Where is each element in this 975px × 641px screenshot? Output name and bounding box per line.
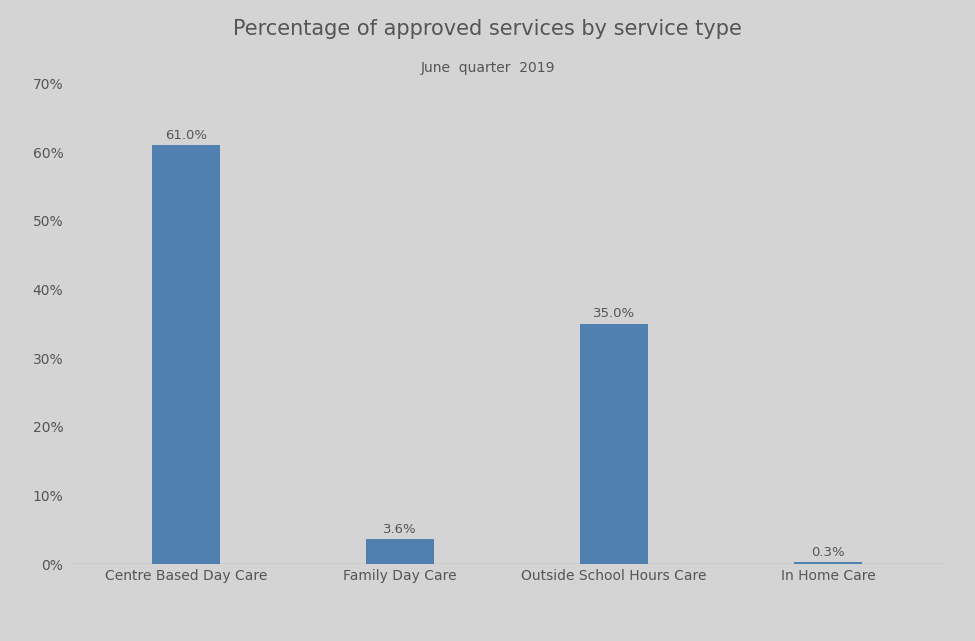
- Bar: [580, 324, 648, 564]
- Bar: [366, 539, 434, 564]
- Text: 3.6%: 3.6%: [383, 523, 416, 536]
- Text: Percentage of approved services by service type: Percentage of approved services by servi…: [233, 19, 742, 39]
- Text: 35.0%: 35.0%: [593, 307, 635, 320]
- Text: June  quarter  2019: June quarter 2019: [420, 61, 555, 75]
- Bar: [794, 562, 862, 564]
- Bar: [152, 145, 220, 564]
- Text: 0.3%: 0.3%: [811, 545, 845, 558]
- Text: 61.0%: 61.0%: [165, 129, 207, 142]
